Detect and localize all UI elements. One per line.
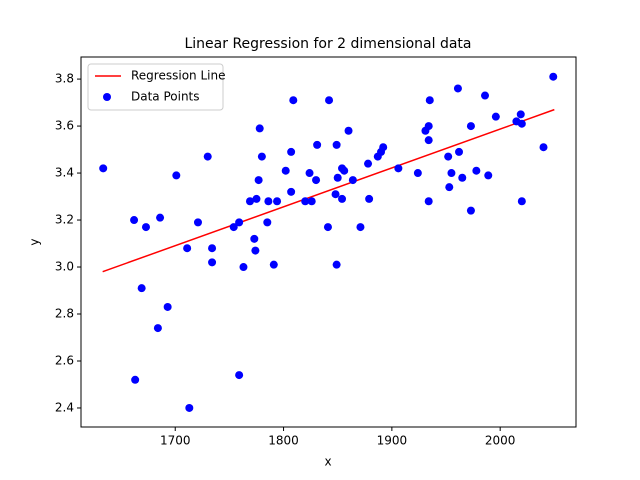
- data-point: [424, 197, 433, 206]
- data-point: [379, 143, 388, 152]
- data-point: [172, 171, 181, 180]
- data-point: [269, 260, 278, 269]
- data-point: [313, 140, 322, 149]
- data-point: [99, 164, 108, 173]
- data-point: [453, 84, 462, 93]
- data-point: [549, 72, 558, 81]
- data-point: [252, 194, 261, 203]
- y-axis-label: y: [28, 238, 42, 245]
- data-point: [484, 171, 493, 180]
- y-tick-label: 3.6: [55, 119, 74, 133]
- data-point: [289, 96, 298, 105]
- data-point: [257, 152, 266, 161]
- data-point: [364, 159, 373, 168]
- data-point: [264, 197, 273, 206]
- data-point: [458, 173, 467, 182]
- x-tick-label: 1900: [377, 434, 408, 448]
- data-point: [481, 91, 490, 100]
- y-tick-label: 2.4: [55, 400, 74, 414]
- data-point: [424, 136, 433, 145]
- y-tick-label: 3.0: [55, 260, 74, 274]
- data-point: [340, 166, 349, 175]
- y-tick-label: 3.2: [55, 213, 74, 227]
- data-point: [235, 218, 244, 227]
- data-point: [163, 302, 172, 311]
- data-point: [539, 143, 548, 152]
- legend-box: [87, 63, 224, 111]
- data-point: [325, 96, 334, 105]
- data-point: [517, 197, 526, 206]
- plot-frame: [80, 56, 577, 428]
- data-point: [255, 124, 264, 133]
- data-point: [466, 122, 475, 131]
- data-point: [307, 197, 316, 206]
- data-point: [131, 375, 140, 384]
- data-point: [281, 166, 290, 175]
- data-point: [183, 244, 192, 253]
- data-point: [239, 263, 248, 272]
- data-point: [365, 194, 374, 203]
- data-point: [338, 194, 347, 203]
- chart-title: Linear Regression for 2 dimensional data: [184, 36, 471, 52]
- y-tick-label: 2.8: [55, 307, 74, 321]
- data-point: [273, 197, 282, 206]
- data-point: [250, 234, 259, 243]
- data-point: [208, 244, 217, 253]
- data-point: [251, 246, 260, 255]
- data-point: [517, 119, 526, 128]
- data-point: [287, 187, 296, 196]
- x-tick-label: 1700: [160, 434, 191, 448]
- legend-label: Data Points: [131, 90, 200, 104]
- data-point: [185, 403, 194, 412]
- data-point: [301, 197, 310, 206]
- data-point: [425, 96, 434, 105]
- data-point: [245, 197, 254, 206]
- data-point: [208, 258, 217, 267]
- data-point: [229, 223, 238, 232]
- legend-label: Regression Line: [131, 69, 225, 83]
- data-point: [235, 371, 244, 380]
- data-point: [254, 176, 263, 185]
- data-point: [323, 223, 332, 232]
- data-point: [447, 169, 456, 178]
- data-point: [305, 169, 314, 178]
- legend-swatch: [103, 93, 111, 101]
- data-point: [455, 147, 464, 156]
- y-tick-label: 3.4: [55, 166, 74, 180]
- data-point: [394, 164, 403, 173]
- data-point: [141, 223, 150, 232]
- data-point: [287, 147, 296, 156]
- data-point: [413, 169, 422, 178]
- data-point: [344, 126, 353, 135]
- data-point: [130, 216, 139, 225]
- data-point: [472, 166, 481, 175]
- data-point: [263, 218, 272, 227]
- data-point: [516, 110, 525, 119]
- data-point: [137, 284, 146, 293]
- data-point: [424, 122, 433, 131]
- data-point: [491, 112, 500, 121]
- x-axis-label: x: [324, 455, 331, 469]
- x-tick-label: 1800: [268, 434, 299, 448]
- data-point: [445, 183, 454, 192]
- regression-line: [102, 108, 555, 273]
- data-point: [156, 213, 165, 222]
- data-point: [332, 140, 341, 149]
- data-point: [203, 152, 212, 161]
- data-point: [466, 206, 475, 215]
- y-tick-label: 2.6: [55, 353, 74, 367]
- x-tick-label: 2000: [485, 434, 516, 448]
- data-point: [332, 260, 341, 269]
- y-tick-label: 3.8: [55, 72, 74, 86]
- data-point: [333, 173, 342, 182]
- data-point: [331, 190, 340, 199]
- data-point: [312, 176, 321, 185]
- data-point: [193, 218, 202, 227]
- data-point: [153, 324, 162, 333]
- data-point: [348, 176, 357, 185]
- data-point: [356, 223, 365, 232]
- data-point: [444, 152, 453, 161]
